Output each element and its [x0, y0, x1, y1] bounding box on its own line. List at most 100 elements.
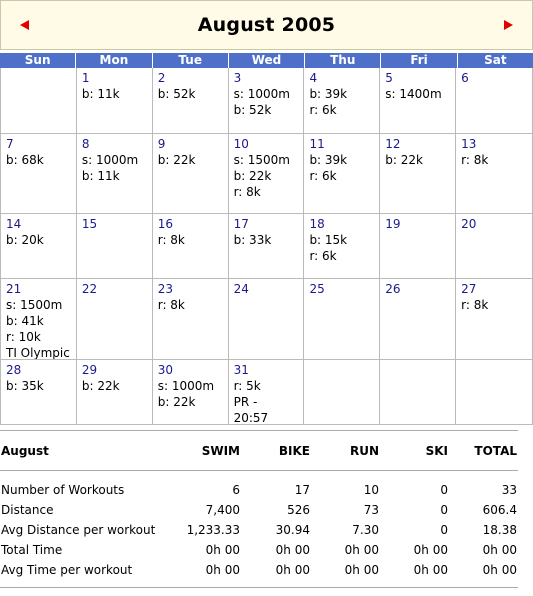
day-cell-23[interactable]: 23 r: 8k — [153, 279, 229, 359]
day-cell-22[interactable]: 22 — [77, 279, 153, 359]
summary-value: 10 — [363, 483, 379, 497]
day-number[interactable]: 30 — [157, 363, 173, 377]
day-number[interactable]: 13 — [461, 137, 477, 151]
day-cell-2[interactable]: 2 b: 52k — [153, 68, 229, 133]
day-cell-10[interactable]: 10 s: 1500m b: 22k r: 8k — [229, 134, 305, 213]
day-number[interactable]: 28 — [6, 363, 22, 377]
day-cell-5[interactable]: 5 s: 1400m — [380, 68, 457, 133]
day-cell-12[interactable]: 12 b: 22k — [380, 134, 457, 213]
workout-entry: b: 11k — [81, 87, 120, 101]
summary-value: 0h 00 — [482, 543, 517, 557]
day-number[interactable]: 21 — [6, 282, 22, 296]
day-number[interactable]: 3 — [233, 71, 242, 85]
day-cell-7[interactable]: 7 b: 68k — [1, 134, 77, 213]
day-cell-3[interactable]: 3 s: 1000m b: 52k — [229, 68, 305, 133]
day-number[interactable]: 19 — [385, 217, 401, 231]
day-number[interactable]: 27 — [461, 282, 477, 296]
day-cell-30[interactable]: 30 s: 1000m b: 22k — [153, 360, 229, 424]
day-cell-13[interactable]: 13 r: 8k — [456, 134, 533, 213]
day-cell-15[interactable]: 15 — [77, 214, 153, 278]
summary-row: Distance 7,400 526 73 0 606.4 — [0, 503, 520, 523]
day-cell-17[interactable]: 17 b: 33k — [229, 214, 305, 278]
day-cell-16[interactable]: 16 r: 8k — [153, 214, 229, 278]
summary-row: Number of Workouts 6 17 10 0 33 — [0, 483, 520, 503]
day-number[interactable]: 23 — [157, 282, 173, 296]
day-number[interactable]: 7 — [6, 137, 14, 151]
weekday-header-row: Sun Mon Tue Wed Thu Fri Sat — [0, 53, 533, 68]
summary-value: 0h 00 — [205, 563, 240, 577]
empty-day-cell — [1, 68, 77, 133]
day-cell-18[interactable]: 18 b: 15k r: 6k — [304, 214, 381, 278]
day-cell-28[interactable]: 28 b: 35k — [1, 360, 77, 424]
day-number[interactable]: 18 — [309, 217, 325, 231]
workout-entry: b: 22k — [157, 153, 196, 167]
workout-entry: s: 1000m — [157, 379, 215, 393]
day-number[interactable]: 17 — [233, 217, 249, 231]
weekday-header-mon: Mon — [76, 53, 153, 68]
weekday-header-sun: Sun — [0, 53, 77, 68]
day-number[interactable]: 8 — [81, 137, 90, 151]
day-number[interactable]: 1 — [81, 71, 90, 85]
summary-row-label: Number of Workouts — [1, 483, 125, 497]
day-cell-9[interactable]: 9 b: 22k — [153, 134, 229, 213]
summary-value: 1,233.33 — [186, 523, 240, 537]
calendar-week-row: 14 b: 20k 15 16 r: 8k 17 b: 33k 18 b: 15k r: 6k 19… — [1, 214, 533, 279]
day-cell-31[interactable]: 31 r: 5k PR - 20:57 — [229, 360, 305, 424]
day-number[interactable]: 11 — [309, 137, 325, 151]
workout-entry: r: 6k — [309, 169, 337, 183]
day-cell-21[interactable]: 21 s: 1500m b: 41k r: 10k TI Olympic — [1, 279, 77, 359]
day-cell-19[interactable]: 19 — [380, 214, 457, 278]
summary-column-header: SWIM — [201, 444, 240, 458]
day-number[interactable]: 20 — [461, 217, 477, 231]
summary-column-header: SKI — [425, 444, 448, 458]
summary-value: 6 — [232, 483, 240, 497]
summary-row-label: Avg Time per workout — [1, 563, 133, 577]
workout-entry: s: 1000m — [81, 153, 139, 167]
day-cell-11[interactable]: 11 b: 39k r: 6k — [304, 134, 381, 213]
workout-entry: b: 22k — [233, 169, 272, 183]
day-number[interactable]: 2 — [157, 71, 166, 85]
summary-value: 0h 00 — [413, 543, 448, 557]
day-number[interactable]: 16 — [157, 217, 173, 231]
summary-value: 73 — [363, 503, 379, 517]
day-cell-1[interactable]: 1 b: 11k — [77, 68, 153, 133]
next-month-arrow-icon[interactable] — [504, 20, 513, 30]
day-number[interactable]: 5 — [385, 71, 393, 85]
calendar-grid: 1 b: 11k 2 b: 52k 3 s: 1000m b: 52k 4 b: 39k r: 6… — [0, 68, 533, 425]
day-cell-27[interactable]: 27 r: 8k — [456, 279, 533, 359]
day-number[interactable]: 25 — [309, 282, 325, 296]
day-cell-6[interactable]: 6 — [456, 68, 533, 133]
day-number[interactable]: 15 — [81, 217, 98, 231]
workout-entry: r: 8k — [233, 185, 261, 199]
day-cell-14[interactable]: 14 b: 20k — [1, 214, 77, 278]
day-number[interactable]: 31 — [233, 363, 249, 377]
day-cell-8[interactable]: 8 s: 1000m b: 11k — [77, 134, 153, 213]
workout-entry: b: 22k — [81, 379, 120, 393]
day-cell-25[interactable]: 25 — [304, 279, 381, 359]
day-number[interactable]: 22 — [81, 282, 98, 296]
day-cell-29[interactable]: 29 b: 22k — [77, 360, 153, 424]
day-cell-24[interactable]: 24 — [229, 279, 305, 359]
day-number[interactable]: 4 — [309, 71, 318, 85]
day-number[interactable]: 6 — [461, 71, 469, 85]
day-cell-26[interactable]: 26 — [380, 279, 457, 359]
workout-entry: s: 1400m — [385, 87, 442, 101]
day-number[interactable]: 24 — [233, 282, 249, 296]
day-number[interactable]: 10 — [233, 137, 249, 151]
summary-value: 0 — [440, 523, 448, 537]
day-cell-20[interactable]: 20 — [456, 214, 533, 278]
day-number[interactable]: 14 — [6, 217, 22, 231]
day-number[interactable]: 9 — [157, 137, 166, 151]
workout-entry: b: 22k — [385, 153, 423, 167]
day-number[interactable]: 12 — [385, 137, 401, 151]
divider — [0, 470, 518, 471]
previous-month-arrow-icon[interactable] — [20, 20, 29, 30]
calendar-week-row: 1 b: 11k 2 b: 52k 3 s: 1000m b: 52k 4 b: 39k r: 6… — [1, 68, 533, 134]
day-number[interactable]: 29 — [81, 363, 98, 377]
summary-value: 606.4 — [482, 503, 517, 517]
day-number[interactable]: 26 — [385, 282, 401, 296]
day-cell-4[interactable]: 4 b: 39k r: 6k — [304, 68, 381, 133]
workout-entry: b: 11k — [81, 169, 120, 183]
summary-column-header: TOTAL — [474, 444, 517, 458]
workout-entry: b: 52k — [157, 87, 196, 101]
